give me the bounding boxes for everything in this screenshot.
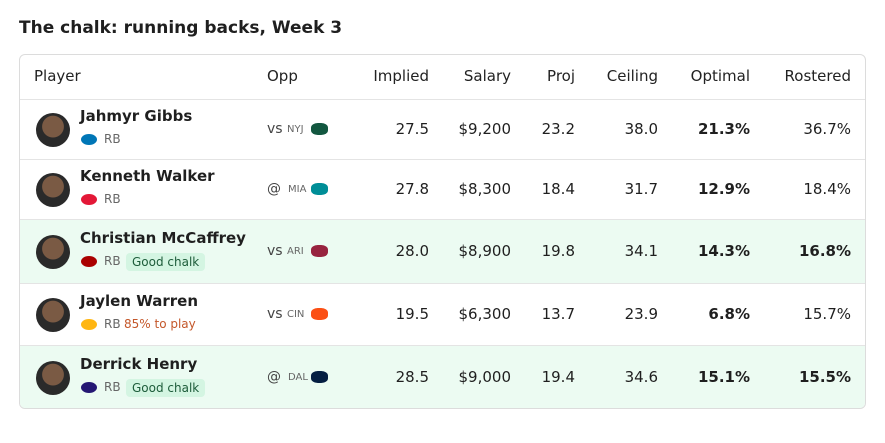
- table: Player Opp Implied Salary Proj Ceiling Optimal…: [19, 54, 866, 409]
- table-row: Christian McCaffrey RB Good chalk vs ARI 28.0…: [20, 219, 865, 284]
- opp-prefix: vs: [267, 121, 283, 137]
- cell-proj: 19.4: [541, 367, 575, 386]
- cell-proj: 23.2: [541, 120, 575, 138]
- cell-ceiling: 34.1: [624, 242, 658, 260]
- position: RB: [104, 132, 121, 146]
- cell-optimal: 14.3%: [697, 242, 750, 260]
- cell-implied: 28.0: [395, 242, 429, 260]
- player-name: Kenneth Walker: [80, 167, 215, 185]
- opp-team: MIA: [288, 184, 307, 195]
- table-row: Jaylen Warren RB 85% to play vs CIN 19.5 $6,30…: [20, 283, 865, 346]
- opp-team: NYJ: [287, 124, 304, 135]
- position: RB: [104, 192, 121, 206]
- cell-ceiling: 34.6: [624, 367, 658, 386]
- position: RB: [104, 379, 121, 394]
- opp-team: ARI: [287, 246, 304, 257]
- team-logo: [81, 319, 97, 330]
- player-name: Christian McCaffrey: [80, 229, 246, 247]
- cell-optimal: 12.9%: [697, 180, 750, 198]
- cell-implied: 27.8: [395, 180, 429, 198]
- column-header: Rostered: [784, 67, 851, 85]
- cell-optimal: 15.1%: [697, 367, 750, 386]
- cell-proj: 19.8: [541, 242, 575, 260]
- cell-proj: 18.4: [541, 180, 575, 198]
- team-logo: [81, 194, 97, 205]
- cell-rostered: 16.8%: [798, 242, 851, 260]
- column-header: Implied: [373, 67, 429, 85]
- player-name: Derrick Henry: [80, 354, 198, 373]
- position: RB: [104, 254, 121, 268]
- column-header: Salary: [463, 67, 511, 85]
- table-row: Kenneth Walker RB @ MIA 27.8 $8,300 18.4 31.7 12…: [20, 159, 865, 220]
- opp-logo: [311, 370, 328, 383]
- avatar: [36, 298, 70, 332]
- cell-salary: $6,300: [458, 305, 512, 323]
- avatar: [36, 113, 70, 147]
- avatar: [36, 235, 70, 269]
- opp-prefix: @: [267, 181, 281, 197]
- cell-optimal: 6.8%: [708, 305, 750, 323]
- table-row: Derrick Henry RB Good chalk @ DAL 28.5 $9,000 1…: [20, 345, 865, 408]
- column-header: Proj: [547, 67, 575, 85]
- opp-team: DAL: [288, 371, 308, 383]
- opp-team: CIN: [287, 309, 305, 320]
- cell-ceiling: 38.0: [624, 120, 658, 138]
- position: RB: [104, 317, 121, 331]
- cell-proj: 13.7: [541, 305, 575, 323]
- column-header: Opp: [267, 67, 298, 85]
- tag-badge: Good chalk: [126, 253, 206, 271]
- cell-salary: $9,000: [458, 367, 512, 386]
- column-header: Ceiling: [606, 67, 658, 85]
- avatar: [36, 360, 70, 395]
- cell-rostered: 15.7%: [803, 305, 851, 323]
- team-logo: [81, 134, 97, 145]
- player-name: Jaylen Warren: [80, 292, 199, 310]
- cell-optimal: 21.3%: [697, 120, 750, 138]
- cell-implied: 28.5: [395, 367, 429, 386]
- cell-rostered: 15.5%: [798, 367, 851, 386]
- cell-rostered: 36.7%: [803, 120, 851, 138]
- cell-implied: 27.5: [395, 120, 429, 138]
- cell-salary: $9,200: [458, 120, 512, 138]
- status-note: 85% to play: [124, 317, 196, 331]
- avatar: [36, 173, 70, 207]
- team-logo: [81, 381, 97, 393]
- opp-prefix: vs: [267, 306, 283, 322]
- cell-ceiling: 31.7: [624, 180, 658, 198]
- opp-logo: [311, 245, 328, 257]
- opp-logo: [311, 308, 328, 320]
- opp-logo: [311, 123, 328, 135]
- tag-badge: Good chalk: [126, 378, 206, 397]
- cell-salary: $8,300: [458, 180, 512, 198]
- column-header: Optimal: [690, 67, 750, 85]
- title: The chalk: running backs, Week 3: [19, 18, 343, 38]
- column-header: Player: [34, 67, 81, 85]
- opp-logo: [311, 183, 328, 195]
- team-logo: [81, 256, 97, 267]
- opp-prefix: vs: [267, 243, 283, 259]
- opp-prefix: @: [267, 368, 281, 385]
- cell-rostered: 18.4%: [803, 180, 851, 198]
- cell-ceiling: 23.9: [624, 305, 658, 323]
- cell-salary: $8,900: [458, 242, 512, 260]
- cell-implied: 19.5: [395, 305, 429, 323]
- table-row: Jahmyr Gibbs RB vs NYJ 27.5 $9,200 23.2 38.0 21.…: [20, 99, 865, 160]
- player-name: Jahmyr Gibbs: [80, 107, 193, 125]
